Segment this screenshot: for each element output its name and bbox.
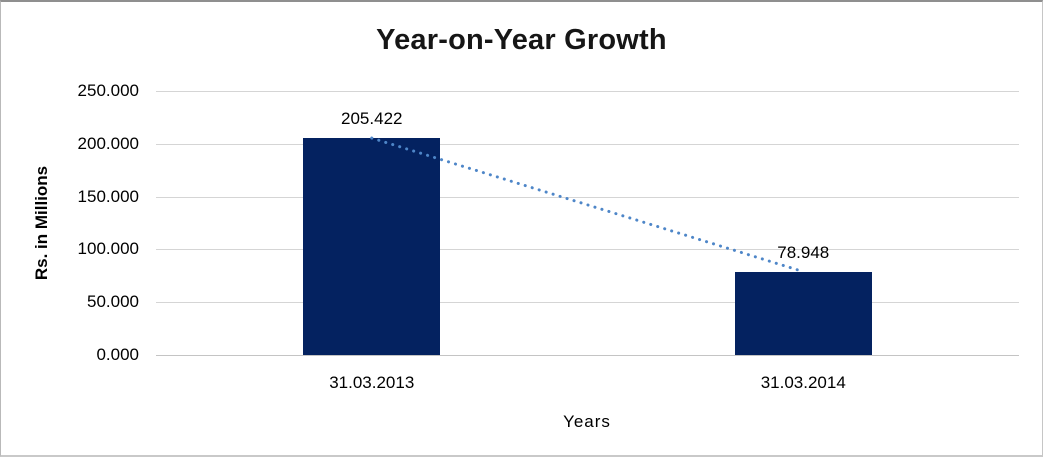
y-tick-label: 50.000 <box>87 292 139 312</box>
trendline-path <box>370 136 805 274</box>
gridline <box>156 143 1019 145</box>
data-label: 205.422 <box>341 109 403 129</box>
x-tick-label: 31.03.2014 <box>760 373 846 392</box>
y-tick-label: 250.000 <box>77 81 139 100</box>
y-tick-label: 0.000 <box>96 345 139 364</box>
y-axis-title: Rs. in Millions <box>32 165 51 281</box>
trendline <box>370 136 805 274</box>
y-tick-label: 150.000 <box>77 186 139 206</box>
gridline <box>156 249 1019 251</box>
gridline <box>156 196 1019 198</box>
x-axis-title: Years <box>563 412 611 431</box>
gridline <box>156 302 1019 304</box>
y-tick-label: 200.000 <box>77 133 139 153</box>
chart-title: Year-on-Year Growth <box>376 24 667 56</box>
bar-31.03.2013 <box>303 138 441 355</box>
y-tick-label: 100.000 <box>77 239 139 259</box>
data-label: 78.948 <box>777 242 830 262</box>
bar-31.03.2014 <box>734 271 872 355</box>
x-tick-label: 31.03.2013 <box>329 373 415 392</box>
x-axis-line <box>156 355 1019 356</box>
plot-area: 205.422 78.948 <box>156 91 1019 356</box>
gridline <box>156 91 1019 92</box>
